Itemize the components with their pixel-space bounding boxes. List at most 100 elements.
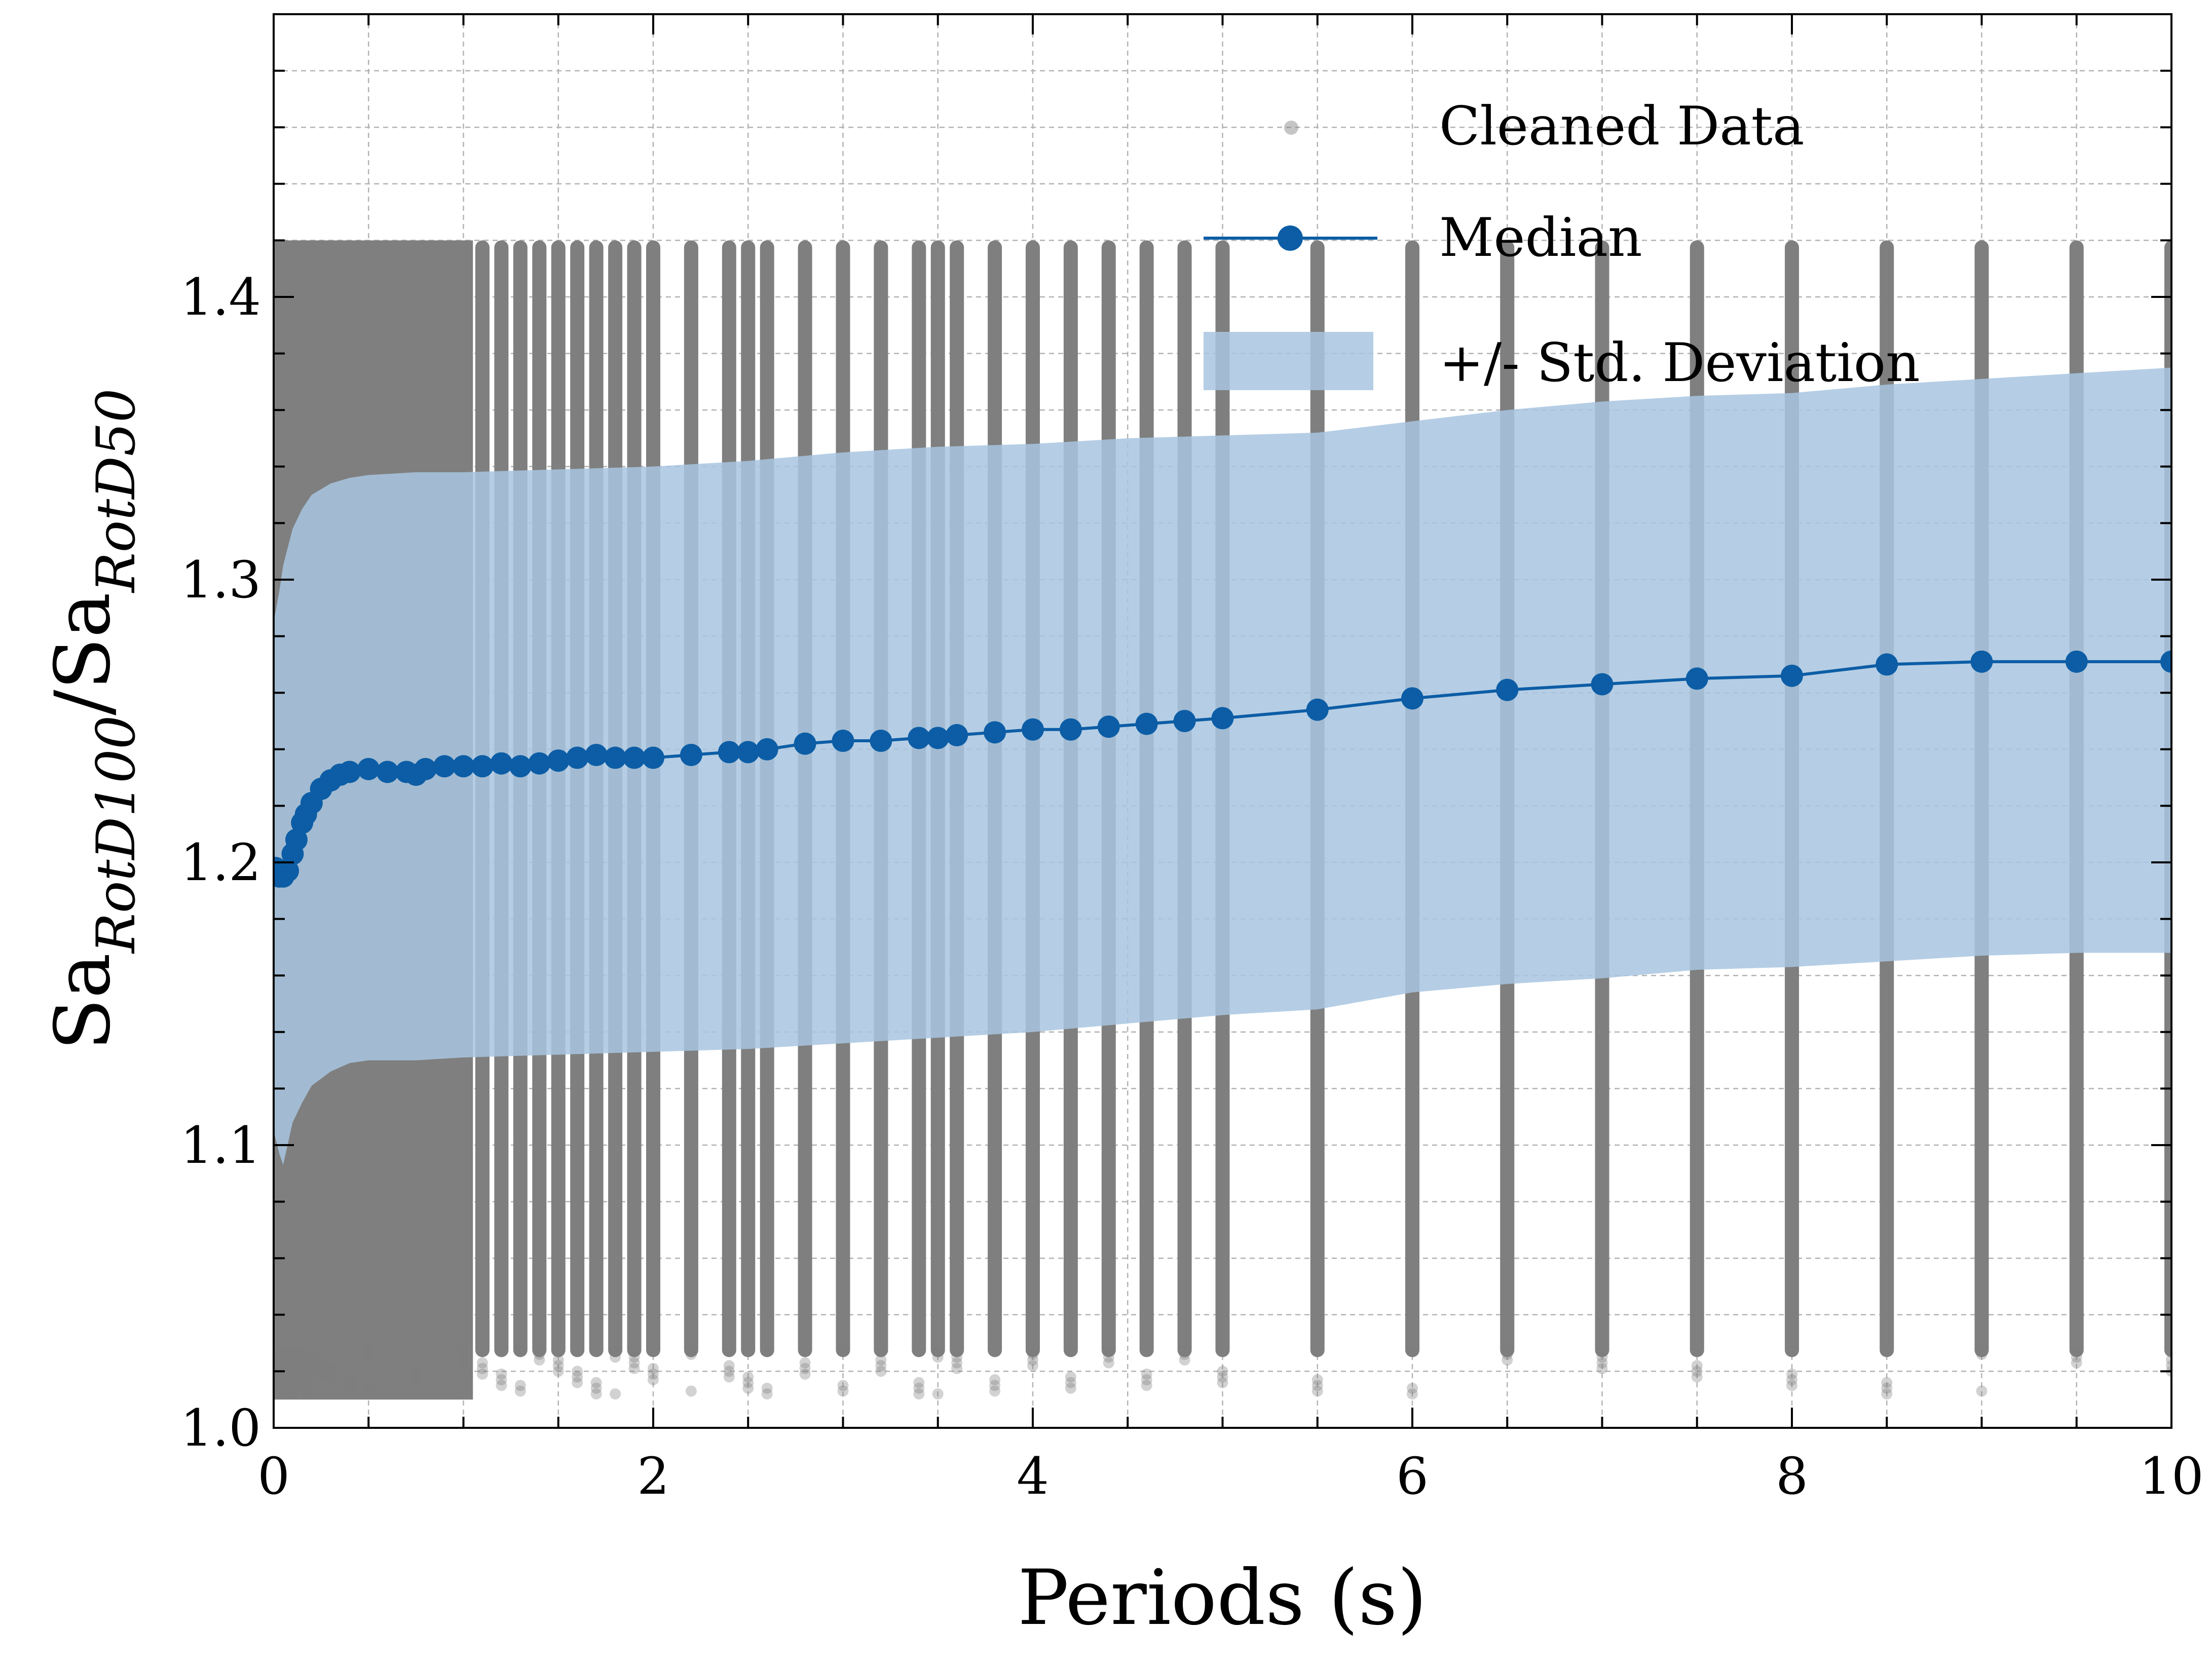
cleaned-data-point [590,1382,602,1394]
median-point [1496,678,1519,701]
x-tick-label: 8 [1776,1447,1808,1506]
cleaned-data-point [742,1377,754,1388]
cleaned-data-point [932,1388,944,1400]
cleaned-data-point [1502,1348,1513,1360]
cleaned-data-point [913,1377,925,1388]
cleaned-data-point [306,1362,317,1374]
cleaned-data-point [514,1385,526,1397]
cleaned-data-point [410,1366,422,1377]
cleaned-data-point [363,1348,374,1360]
cleaned-data-point [1976,1343,1988,1354]
median-point [2065,650,2088,673]
median-point [737,741,760,764]
cleaned-data-point [1881,1377,1893,1388]
median-point [680,743,702,766]
median-point [509,755,532,778]
cleaned-data-point [572,1366,583,1377]
y-axis-title-main-2: Sa [39,592,127,690]
cleaned-data-point [1502,1343,1513,1354]
cleaned-data-point [290,1377,302,1388]
cleaned-data-point [685,1343,697,1354]
cleaned-data-point [1179,1348,1190,1360]
cleaned-data-point [761,1382,773,1394]
median-point [623,746,646,769]
cleaned-data-point [274,1360,283,1372]
cleaned-data-point [837,1385,849,1397]
legend-median-label: Median [1439,207,1642,269]
cleaned-data-point [1596,1351,1608,1363]
std-deviation-band [274,367,2171,1165]
cleaned-data-point [2166,1360,2171,1372]
cleaned-data-point [1311,1374,1323,1386]
cleaned-data-point [344,1385,355,1397]
cleaned-data-point [648,1362,659,1374]
median-series [274,650,2171,888]
median-point [1306,698,1329,721]
median-point [1781,664,1803,687]
cleaned-data-point [315,1357,327,1369]
cleaned-data-point [989,1374,1001,1386]
cleaned-data-point [277,1388,289,1400]
cleaned-data-point [410,1377,422,1388]
cleaned-data-point [1786,1368,1797,1380]
cleaned-data-point [1407,1388,1418,1400]
cleaned-data-point [1217,1371,1228,1383]
y-tick-label: 1.4 [180,268,261,327]
cleaned-data-point [837,1380,849,1391]
legend: Cleaned Data Median +/- Std. Deviation [1204,95,1920,394]
cleaned-data-point [1027,1348,1038,1360]
cleaned-data-point [590,1388,602,1400]
median-point [1173,710,1196,732]
cleaned-data-point [951,1357,963,1369]
y-tick-label: 1.2 [180,833,261,892]
cleaned-data-point [590,1377,602,1388]
cleaned-data-point [628,1362,640,1374]
cleaned-data-point [534,1343,545,1354]
cleaned-data-point [648,1374,659,1386]
cleaned-data-point [496,1380,507,1391]
median-point [1591,673,1614,696]
median-point [604,746,627,769]
cleaned-data-point [274,1380,281,1391]
cleaned-data-point [875,1354,887,1366]
cleaned-data-point [325,1368,336,1380]
cleaned-data-point [837,1343,849,1354]
x-tick-label: 0 [257,1447,290,1506]
cleaned-data-point [989,1385,1001,1397]
cleaned-data-point [315,1362,327,1374]
cleaned-data-point [287,1388,298,1400]
cleaned-data-point [282,1362,294,1374]
cleaned-data-point [296,1357,308,1369]
cleaned-data-point [610,1388,621,1400]
cleaned-data-point [1881,1388,1893,1400]
median-point [1097,715,1120,738]
cleaned-data-point [552,1354,564,1366]
cleaned-data-point [628,1351,640,1363]
x-tick-labels: 0 2 4 6 8 10 [257,1447,2203,1506]
cleaned-data-point [1065,1377,1076,1388]
cleaned-data-point [572,1377,583,1388]
y-tick-label: 1.0 [180,1398,261,1458]
cleaned-data-point [344,1374,355,1386]
median-point [1211,707,1234,730]
cleaned-data-point [363,1343,374,1354]
x-tick-label: 10 [2139,1447,2203,1506]
median-point [285,828,308,851]
cleaned-data-point [476,1368,488,1380]
legend-cleaned-data-marker [1284,121,1298,135]
cleaned-data-point [761,1388,773,1400]
cleaned-data-point [1065,1371,1076,1383]
median-point [1876,653,1898,676]
median-point [357,757,380,780]
cleaned-data-point [325,1362,336,1374]
legend-cleaned-data-label: Cleaned Data [1439,95,1805,157]
cleaned-data-point [282,1357,294,1369]
cleaned-data-point [989,1380,1001,1391]
cleaned-data-point [1217,1377,1228,1388]
median-point [585,743,608,766]
cleaned-data-point [514,1343,526,1354]
cleaned-data-point [951,1351,963,1363]
cleaned-data-point [325,1374,336,1386]
legend-median-marker [1278,225,1303,251]
